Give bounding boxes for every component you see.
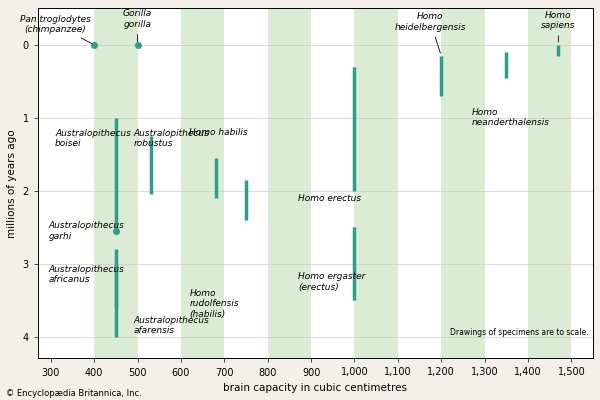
Bar — [528, 8, 571, 358]
Text: Homo
rudolfensis
(habilis): Homo rudolfensis (habilis) — [190, 289, 239, 319]
Text: Australopithecus
robustus: Australopithecus robustus — [133, 128, 209, 148]
Text: Australopithecus
africanus: Australopithecus africanus — [49, 265, 124, 284]
Y-axis label: millions of years ago: millions of years ago — [7, 129, 17, 238]
Text: Homo
sapiens: Homo sapiens — [541, 11, 575, 42]
Text: Drawings of specimens are to scale.: Drawings of specimens are to scale. — [450, 328, 589, 338]
Text: © Encyclopædia Britannica, Inc.: © Encyclopædia Britannica, Inc. — [6, 389, 142, 398]
Text: Australopithecus
afarensis: Australopithecus afarensis — [133, 316, 209, 335]
Text: Homo erectus: Homo erectus — [298, 194, 361, 202]
Text: Homo ergaster
(erectus): Homo ergaster (erectus) — [298, 272, 365, 292]
Bar — [268, 8, 311, 358]
Text: Pan troglodytes
(chimpanzee): Pan troglodytes (chimpanzee) — [20, 14, 92, 44]
Text: Homo
neanderthalensis: Homo neanderthalensis — [472, 108, 550, 128]
Text: Australopithecus
boisei: Australopithecus boisei — [55, 128, 131, 148]
Bar — [441, 8, 485, 358]
Bar — [94, 8, 137, 358]
Text: Australopithecus
garhi: Australopithecus garhi — [49, 221, 124, 240]
Bar — [355, 8, 398, 358]
X-axis label: brain capacity in cubic centimetres: brain capacity in cubic centimetres — [223, 383, 407, 393]
Bar — [181, 8, 224, 358]
Text: Gorilla
gorilla: Gorilla gorilla — [123, 9, 152, 42]
Text: Homo
heidelbergensis: Homo heidelbergensis — [395, 12, 466, 53]
Text: Homo habilis: Homo habilis — [189, 128, 247, 137]
